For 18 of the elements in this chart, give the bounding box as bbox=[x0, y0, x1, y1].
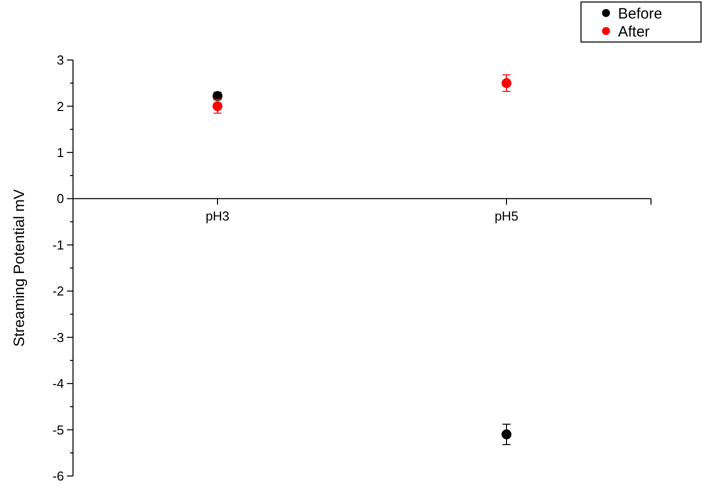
x-tick-label: pH5 bbox=[494, 208, 518, 224]
y-tick-label: 0 bbox=[56, 191, 64, 206]
y-tick-label: -2 bbox=[52, 284, 64, 299]
y-axis-title: Streaming Potential mV bbox=[11, 189, 28, 347]
y-tick-label: -1 bbox=[52, 237, 64, 252]
y-tick-label: 2 bbox=[56, 98, 64, 114]
point bbox=[212, 101, 222, 112]
point bbox=[502, 429, 512, 440]
legend-label: Before bbox=[618, 5, 662, 22]
legend-label: After bbox=[618, 23, 650, 40]
y-tick-label: -4 bbox=[52, 376, 64, 392]
y-tick-label: -6 bbox=[52, 468, 64, 484]
y-tick-label: 1 bbox=[56, 144, 64, 160]
point bbox=[502, 78, 512, 88]
y-tick-label: -3 bbox=[52, 330, 64, 345]
x-tick-label: pH3 bbox=[206, 208, 230, 224]
y-tick-label: 3 bbox=[56, 52, 64, 68]
y-tick-label: -5 bbox=[52, 422, 64, 438]
